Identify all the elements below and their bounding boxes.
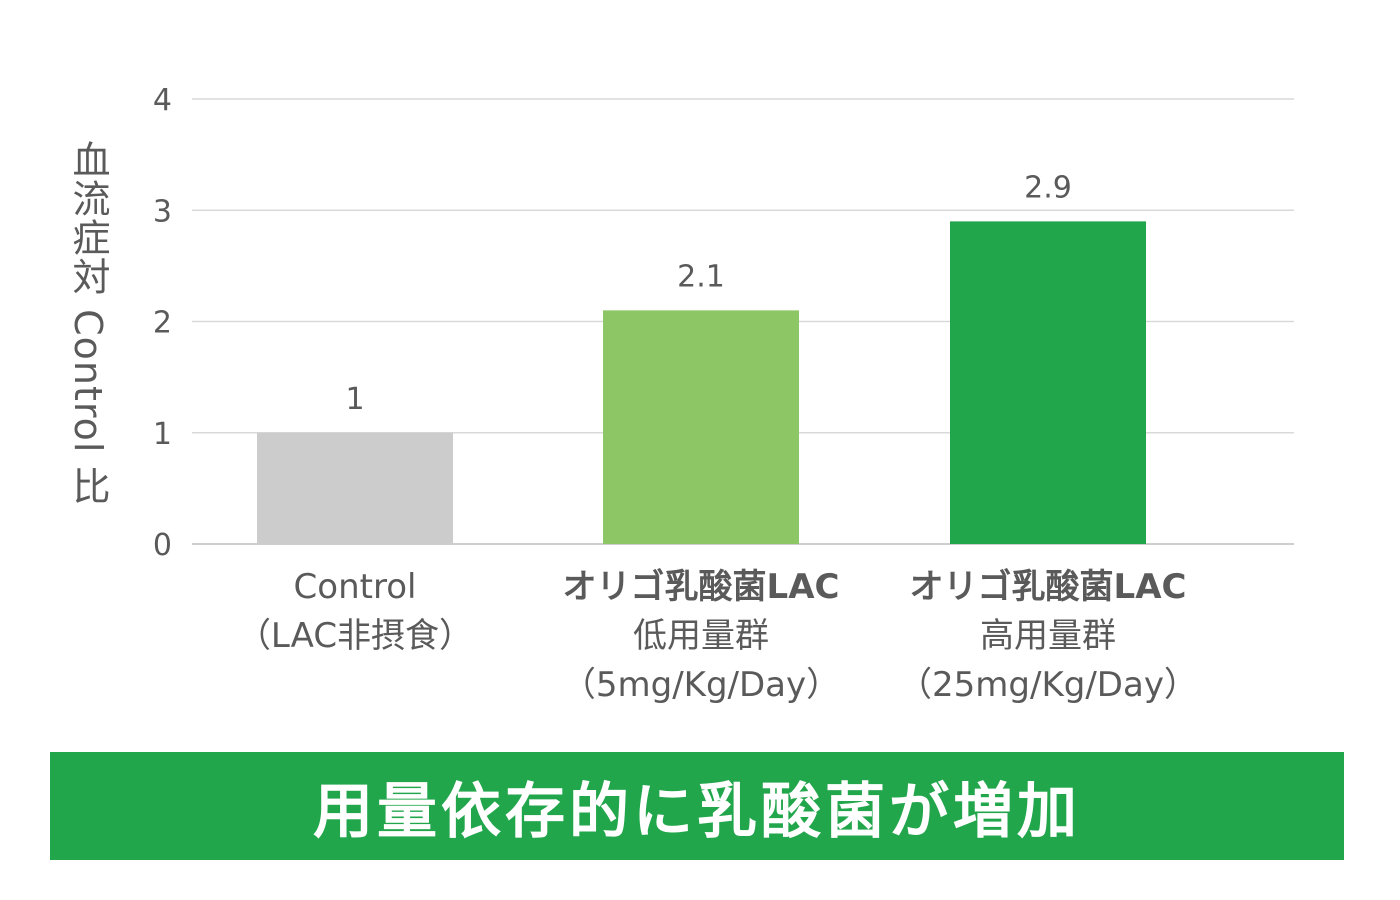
x-tick-label: Control xyxy=(294,567,417,607)
y-tick-label: 0 xyxy=(153,528,172,563)
y-tick-label: 2 xyxy=(153,306,172,341)
bars xyxy=(257,221,1146,544)
data-label: 1 xyxy=(345,382,364,417)
x-tick-label: オリゴ乳酸菌LAC xyxy=(563,567,840,607)
data-label: 2.9 xyxy=(1024,170,1072,205)
banner-text: 用量依存的に乳酸菌が増加 xyxy=(313,776,1081,847)
y-axis: 0 1 2 3 4 xyxy=(153,83,172,563)
x-tick-label: 低用量群 xyxy=(633,616,769,656)
y-axis-title: 血流症対 Control 比 xyxy=(66,140,110,506)
y-tick-label: 4 xyxy=(153,83,172,118)
category-labels: Control （LAC非摂食） オリゴ乳酸菌LAC 低用量群 （5mg/Kg/Day）… xyxy=(237,567,1198,705)
y-tick-label: 1 xyxy=(153,417,172,452)
x-tick-label: （LAC非摂食） xyxy=(237,616,473,656)
bar xyxy=(603,310,799,544)
x-tick-label: （25mg/Kg/Day） xyxy=(898,665,1198,705)
x-tick-label: 高用量群 xyxy=(980,616,1116,656)
bar xyxy=(950,221,1146,544)
x-tick-label: （5mg/Kg/Day） xyxy=(562,665,840,705)
y-tick-label: 3 xyxy=(153,194,172,229)
bar xyxy=(257,432,453,544)
data-label: 2.1 xyxy=(677,259,725,294)
x-tick-label: オリゴ乳酸菌LAC xyxy=(910,567,1187,607)
conclusion-banner: 用量依存的に乳酸菌が増加 xyxy=(50,752,1344,860)
value-labels: 1 2.1 2.9 xyxy=(345,170,1071,416)
